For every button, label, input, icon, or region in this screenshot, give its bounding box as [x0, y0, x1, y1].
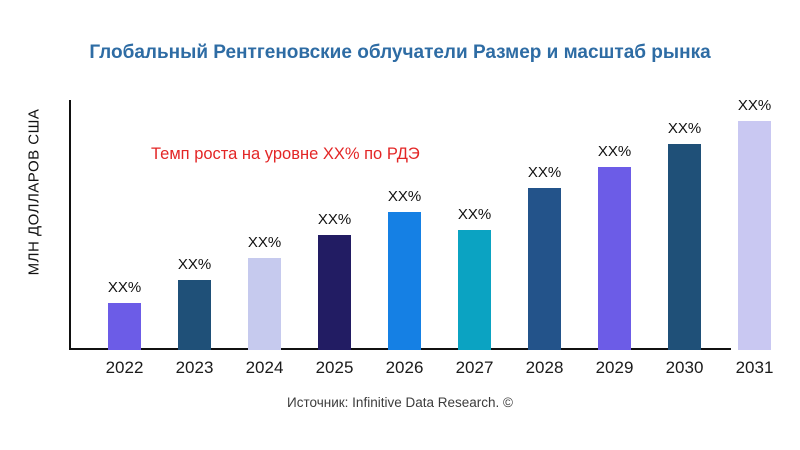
- x-axis-tick-label: 2028: [525, 358, 564, 377]
- bar-value-label: XX%: [247, 234, 282, 251]
- bar-value-label: XX%: [387, 188, 422, 205]
- bar-group-2030: XX% 2030: [666, 120, 704, 377]
- chart-title: Глобальный Рентгеновские облучатели Разм…: [89, 42, 711, 63]
- bar-value-label: XX%: [667, 120, 702, 137]
- x-axis-tick-label: 2027: [455, 358, 494, 377]
- bar: [388, 212, 421, 350]
- bar: [738, 121, 771, 350]
- x-axis-tick-label: 2023: [175, 358, 214, 377]
- y-axis-label: МЛН ДОЛЛАРОВ США: [25, 108, 43, 276]
- x-axis-tick-label: 2031: [735, 358, 774, 377]
- plot-area: Темп роста на уровне XX% по РДЭ XX% 2022 X…: [69, 97, 784, 377]
- bar-group-2023: XX% 2023: [176, 256, 214, 377]
- bar: [598, 167, 631, 350]
- x-axis-tick-label: 2026: [385, 358, 424, 377]
- bar-value-label: XX%: [527, 164, 562, 181]
- bar-value-label: XX%: [457, 206, 492, 223]
- bar-value-label: XX%: [597, 143, 632, 160]
- bar: [668, 144, 701, 350]
- bar-group-2025: XX% 2025: [316, 211, 354, 377]
- x-axis-tick-label: 2024: [245, 358, 284, 377]
- bar: [108, 303, 141, 350]
- bar-group-2031: XX% 2031: [736, 97, 774, 377]
- y-axis-line: [69, 100, 71, 350]
- source-attribution: Источник: Infinitive Data Research. ©: [287, 395, 513, 410]
- bar-group-2027: XX% 2027: [456, 206, 494, 377]
- bar-value-label: XX%: [107, 279, 142, 296]
- x-axis-tick-label: 2022: [105, 358, 144, 377]
- bar: [178, 280, 211, 350]
- bar-group-2028: XX% 2028: [526, 164, 564, 377]
- bar: [528, 188, 561, 350]
- bar: [458, 230, 491, 350]
- bar-group-2022: XX% 2022: [106, 279, 144, 377]
- growth-rate-annotation: Темп роста на уровне XX% по РДЭ: [151, 145, 420, 163]
- x-axis-tick-label: 2029: [595, 358, 634, 377]
- bar-group-2024: XX% 2024: [246, 234, 284, 377]
- bar: [248, 258, 281, 350]
- bar-value-label: XX%: [317, 211, 352, 228]
- x-axis-tick-label: 2030: [665, 358, 704, 377]
- bar: [318, 235, 351, 350]
- bar-value-label: XX%: [737, 97, 772, 114]
- bar-group-2026: XX% 2026: [386, 188, 424, 377]
- bar-group-2029: XX% 2029: [596, 143, 634, 377]
- x-axis-tick-label: 2025: [315, 358, 354, 377]
- bar-value-label: XX%: [177, 256, 212, 273]
